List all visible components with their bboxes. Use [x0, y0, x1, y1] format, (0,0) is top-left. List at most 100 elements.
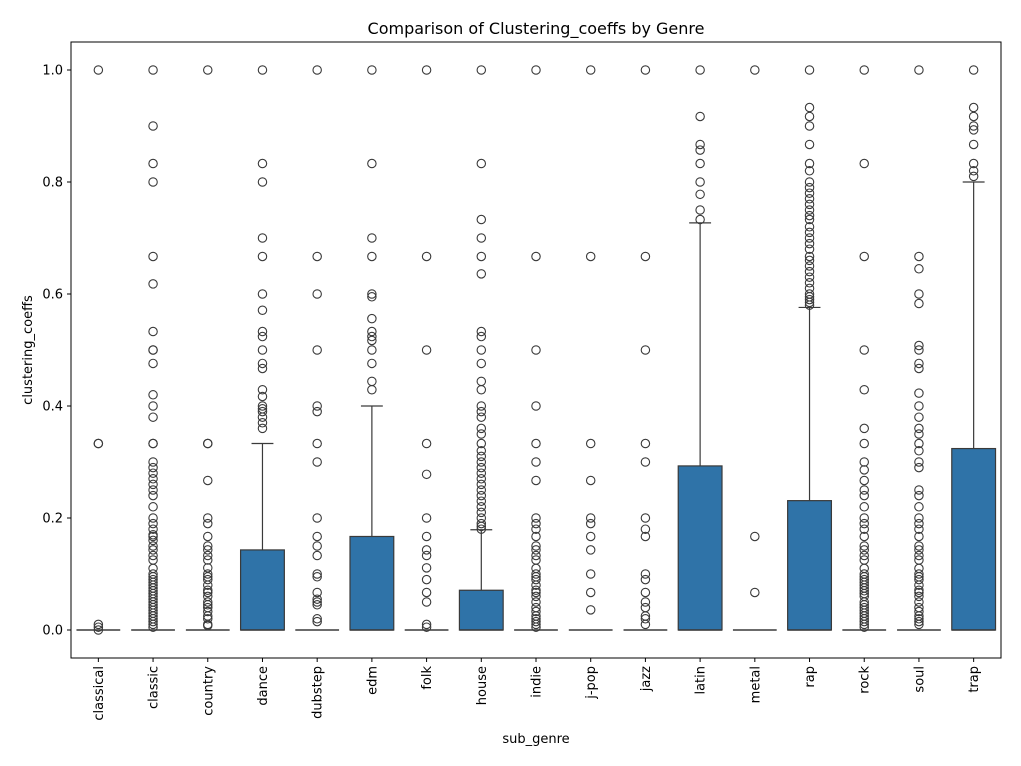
- outlier-point: [640, 513, 651, 523]
- outlier-point: [257, 331, 268, 342]
- outlier-point: [476, 412, 487, 422]
- outlier-point: [640, 569, 651, 579]
- outlier-point: [148, 550, 158, 561]
- outlier-point: [312, 289, 322, 299]
- outlier-point: [859, 513, 869, 523]
- box-body: [677, 465, 723, 631]
- plot-area: [76, 65, 997, 635]
- outlier-point: [257, 251, 268, 262]
- outlier-point: [804, 300, 815, 310]
- outlier-point: [476, 385, 487, 395]
- outlier-point: [148, 390, 158, 400]
- outlier-point: [203, 518, 213, 529]
- outlier-point: [203, 614, 213, 624]
- outlier-point: [914, 541, 924, 551]
- outlier-point: [914, 429, 924, 439]
- outlier-point: [476, 423, 487, 434]
- outlier-point: [859, 345, 869, 355]
- outlier-point: [148, 121, 158, 131]
- outlier-point: [312, 345, 322, 355]
- outlier-point: [914, 423, 924, 434]
- outlier-point: [203, 531, 213, 542]
- outlier-point: [421, 550, 432, 561]
- outlier-point: [804, 177, 815, 187]
- box-rap: [787, 65, 833, 631]
- box-body: [787, 500, 833, 631]
- outlier-point: [695, 111, 705, 122]
- outlier-point: [914, 65, 924, 75]
- outlier-point: [859, 619, 869, 630]
- outlier-point: [859, 490, 869, 501]
- x-tick-label: rap: [803, 666, 818, 688]
- outlier-point: [148, 513, 158, 523]
- y-tick-label: 1.0: [42, 64, 63, 79]
- outlier-point: [421, 545, 432, 555]
- outlier-point: [476, 451, 487, 462]
- outlier-point: [257, 358, 268, 369]
- outlier-point: [640, 457, 651, 467]
- outlier-point: [257, 305, 268, 315]
- outlier-point: [148, 401, 158, 411]
- outlier-point: [476, 358, 487, 369]
- outlier-point: [367, 292, 377, 302]
- outlier-point: [421, 345, 432, 355]
- outlier-point: [203, 569, 213, 579]
- box-country: [185, 65, 230, 631]
- outlier-point: [914, 401, 924, 411]
- outlier-point: [312, 587, 322, 598]
- outlier-point: [203, 555, 213, 565]
- box-house: [458, 65, 504, 631]
- outlier-point: [312, 457, 322, 467]
- outlier-point: [640, 587, 651, 598]
- outlier-point: [859, 518, 869, 529]
- outlier-point: [148, 535, 158, 546]
- outlier-point: [804, 166, 815, 176]
- outlier-point: [476, 345, 487, 355]
- outlier-point: [257, 345, 268, 355]
- box-classical: [76, 65, 121, 635]
- outlier-point: [148, 502, 158, 512]
- outlier-point: [695, 145, 705, 155]
- x-tick-label: folk: [420, 666, 435, 690]
- outlier-point: [914, 616, 924, 627]
- outlier-point: [531, 569, 541, 579]
- outlier-point: [914, 580, 924, 590]
- outlier-point: [93, 65, 104, 75]
- outlier-point: [914, 264, 924, 274]
- outlier-point: [804, 227, 815, 238]
- outlier-point: [148, 524, 158, 534]
- outlier-point: [640, 614, 651, 624]
- x-axis-title: sub_genre: [502, 732, 569, 747]
- outlier-point: [312, 531, 322, 542]
- outlier-point: [914, 289, 924, 299]
- outlier-point: [367, 345, 377, 355]
- outlier-point: [367, 313, 377, 324]
- outlier-point: [914, 462, 924, 473]
- outlier-point: [859, 475, 869, 486]
- outlier-point: [859, 550, 869, 561]
- outlier-point: [804, 255, 815, 266]
- outlier-point: [531, 513, 541, 523]
- outlier-point: [914, 298, 924, 309]
- outlier-point: [203, 585, 213, 595]
- outlier-point: [476, 507, 487, 518]
- outlier-point: [93, 622, 104, 632]
- outlier-point: [476, 524, 487, 534]
- outlier-point: [640, 251, 651, 262]
- outlier-point: [804, 233, 815, 243]
- outlier-point: [640, 524, 651, 534]
- outlier-point: [367, 335, 377, 346]
- outlier-point: [804, 158, 815, 169]
- box-rock: [842, 65, 887, 632]
- outlier-point: [640, 597, 651, 607]
- y-tick-label: 0.4: [42, 400, 63, 415]
- outlier-point: [531, 401, 541, 411]
- outlier-point: [968, 125, 979, 135]
- outlier-point: [421, 574, 432, 585]
- outlier-point: [640, 619, 651, 630]
- outlier-point: [257, 363, 268, 374]
- outlier-point: [531, 541, 541, 551]
- outlier-point: [859, 586, 869, 596]
- outlier-point: [859, 65, 869, 75]
